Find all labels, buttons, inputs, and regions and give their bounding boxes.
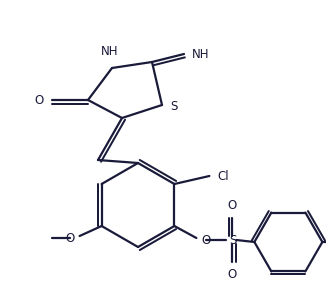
Text: NH: NH xyxy=(101,45,119,58)
Text: Cl: Cl xyxy=(217,169,229,182)
Text: O: O xyxy=(35,94,44,106)
Text: O: O xyxy=(66,231,75,245)
Text: O: O xyxy=(201,234,211,247)
Text: S: S xyxy=(230,234,237,247)
Text: S: S xyxy=(170,101,177,114)
Text: NH: NH xyxy=(192,48,210,61)
Text: O: O xyxy=(228,268,237,281)
Text: O: O xyxy=(228,199,237,212)
